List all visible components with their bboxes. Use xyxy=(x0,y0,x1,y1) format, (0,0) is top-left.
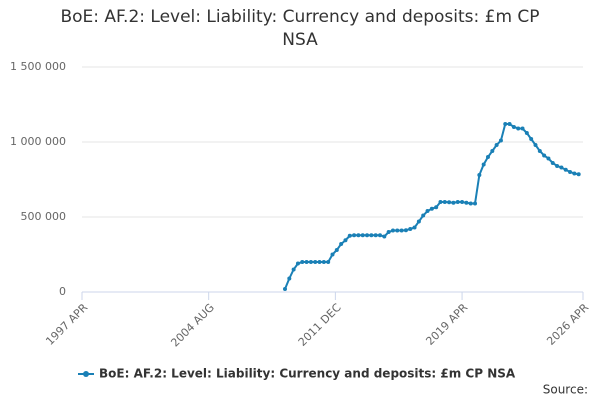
data-point xyxy=(326,260,331,264)
data-point xyxy=(563,167,568,172)
data-point xyxy=(425,209,430,213)
data-point xyxy=(282,287,287,291)
x-tick-label: 2011 DEC xyxy=(296,301,344,349)
data-point xyxy=(559,165,564,170)
data-point xyxy=(524,131,529,135)
data-point xyxy=(542,153,547,158)
data-point xyxy=(507,122,512,126)
data-point xyxy=(568,170,573,174)
data-point xyxy=(576,172,581,177)
data-point xyxy=(378,233,383,238)
data-point xyxy=(347,233,352,238)
data-point xyxy=(451,200,456,205)
data-point xyxy=(291,267,296,272)
data-point xyxy=(343,238,348,243)
data-point xyxy=(369,233,374,238)
data-point xyxy=(442,200,447,204)
data-point xyxy=(511,125,516,129)
data-point xyxy=(460,200,465,204)
data-point xyxy=(352,233,357,238)
legend-symbol xyxy=(83,371,89,377)
data-point xyxy=(520,126,525,131)
data-point xyxy=(537,149,542,153)
data-point xyxy=(308,260,313,264)
data-point xyxy=(321,260,326,264)
data-point xyxy=(360,233,365,238)
x-tick-label: 2004 AUG xyxy=(168,301,217,350)
data-point xyxy=(421,213,426,218)
data-point xyxy=(481,162,486,167)
data-point xyxy=(464,200,469,205)
data-point xyxy=(494,143,499,147)
data-point xyxy=(382,234,387,239)
data-point xyxy=(447,200,452,205)
data-point xyxy=(399,228,404,233)
data-point xyxy=(295,261,300,266)
source: Source: xyxy=(543,383,588,397)
data-point xyxy=(390,228,395,233)
data-point xyxy=(550,161,555,165)
data-point xyxy=(546,156,551,161)
data-point xyxy=(429,206,434,211)
data-point xyxy=(356,233,361,238)
data-point xyxy=(330,252,335,257)
data-point xyxy=(434,205,439,210)
data-point xyxy=(317,260,322,264)
data-point xyxy=(529,137,534,141)
data-point xyxy=(287,276,292,281)
data-point xyxy=(313,260,318,264)
y-tick-label: 1 000 000 xyxy=(10,135,66,148)
data-point xyxy=(516,126,521,131)
data-point xyxy=(339,242,344,246)
data-point xyxy=(572,171,577,176)
x-tick-label: 2019 APR xyxy=(423,301,470,348)
data-point xyxy=(490,149,495,153)
data-point xyxy=(555,164,560,168)
chart-title: BoE: AF.2: Level: Liability: Currency an… xyxy=(60,7,540,50)
data-point xyxy=(468,201,473,206)
y-tick-label: 1 500 000 xyxy=(10,60,66,73)
y-tick-label: 0 xyxy=(59,285,66,298)
data-point xyxy=(403,228,408,233)
x-tick-label: 2026 APR xyxy=(544,301,591,348)
legend-label: BoE: AF.2: Level: Liability: Currency an… xyxy=(99,367,516,381)
data-point xyxy=(395,228,400,233)
data-point xyxy=(533,143,538,147)
data-point xyxy=(300,260,305,264)
data-point xyxy=(485,155,490,159)
data-point xyxy=(416,219,421,224)
data-point xyxy=(365,233,370,238)
data-point xyxy=(386,230,391,234)
data-point xyxy=(412,225,417,230)
data-point xyxy=(473,201,478,206)
series-line xyxy=(284,123,579,290)
data-point xyxy=(334,248,339,252)
data-point xyxy=(503,122,508,126)
x-tick-label: 1997 APR xyxy=(43,301,90,348)
data-point xyxy=(304,260,309,264)
data-point xyxy=(498,138,503,143)
data-point xyxy=(477,173,482,177)
y-tick-label: 500 000 xyxy=(21,210,67,223)
data-point xyxy=(438,200,443,204)
data-point xyxy=(373,233,378,238)
data-point xyxy=(408,227,413,231)
data-point xyxy=(455,200,460,204)
